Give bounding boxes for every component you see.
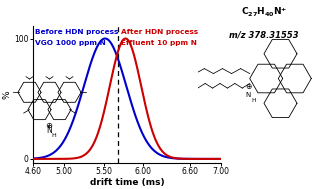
Text: H: H xyxy=(51,132,56,138)
Text: N: N xyxy=(245,92,250,98)
Text: $\oplus$: $\oplus$ xyxy=(46,121,54,130)
Y-axis label: %: % xyxy=(3,90,12,99)
Text: VGO 1000 ppm N: VGO 1000 ppm N xyxy=(35,40,105,46)
Text: After HDN process: After HDN process xyxy=(121,29,198,35)
Text: $\oplus$: $\oplus$ xyxy=(245,82,253,91)
X-axis label: drift time (ms): drift time (ms) xyxy=(90,178,164,187)
Text: Before HDN process: Before HDN process xyxy=(35,29,118,35)
Text: m/z 378.31553: m/z 378.31553 xyxy=(229,30,299,39)
Text: N: N xyxy=(47,126,52,136)
Text: Effluent 10 ppm N: Effluent 10 ppm N xyxy=(121,40,197,46)
Text: $\mathregular{C_{27}H_{40}N^{+}}$: $\mathregular{C_{27}H_{40}N^{+}}$ xyxy=(241,6,287,19)
Text: H: H xyxy=(251,98,255,103)
